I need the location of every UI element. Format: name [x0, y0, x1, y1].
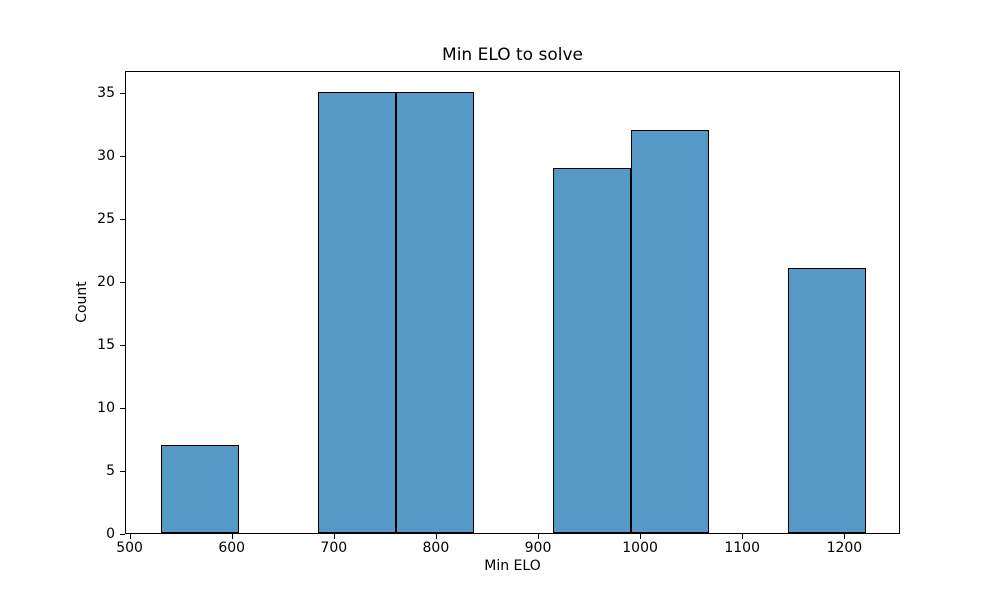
x-tick-label: 700: [320, 540, 348, 556]
y-tick-label: 30: [97, 148, 115, 164]
y-tick-mark: [120, 156, 125, 157]
x-tick-mark: [844, 534, 846, 539]
histogram-bar: [396, 92, 475, 533]
y-tick-mark: [120, 534, 125, 535]
x-tick-label: 900: [524, 540, 552, 556]
histogram-bar: [161, 444, 240, 533]
x-tick-mark: [129, 534, 131, 539]
histogram-bar: [787, 268, 866, 533]
y-tick-label: 35: [97, 85, 115, 101]
y-tick-label: 0: [106, 526, 115, 542]
x-tick-label: 800: [422, 540, 450, 556]
y-tick-label: 25: [97, 211, 115, 227]
x-tick-label: 1100: [724, 540, 760, 556]
x-tick-mark: [231, 534, 233, 539]
x-tick-mark: [640, 534, 642, 539]
y-tick-mark: [120, 282, 125, 283]
x-tick-mark: [435, 534, 437, 539]
plot-area: [125, 71, 900, 534]
histogram-bar: [630, 129, 710, 533]
y-axis-label: Count: [74, 281, 90, 323]
x-tick-mark: [742, 534, 744, 539]
histogram-bar: [317, 92, 397, 533]
y-tick-label: 15: [97, 337, 115, 353]
chart-title: Min ELO to solve: [442, 45, 583, 65]
x-tick-mark: [538, 534, 539, 539]
x-tick-mark: [333, 534, 335, 539]
y-tick-mark: [120, 471, 125, 472]
x-axis-label: Min ELO: [484, 558, 541, 574]
histogram-bar: [552, 167, 631, 533]
y-tick-mark: [120, 345, 125, 346]
x-tick-label: 500: [116, 540, 143, 556]
y-tick-label: 20: [97, 274, 115, 290]
x-tick-label: 1200: [826, 540, 863, 556]
y-tick-label: 5: [106, 463, 115, 479]
x-tick-label: 600: [218, 540, 246, 556]
y-tick-mark: [120, 408, 125, 409]
y-tick-mark: [120, 93, 125, 94]
y-tick-mark: [120, 219, 125, 220]
x-tick-label: 1000: [622, 540, 658, 556]
y-tick-label: 10: [97, 400, 115, 416]
